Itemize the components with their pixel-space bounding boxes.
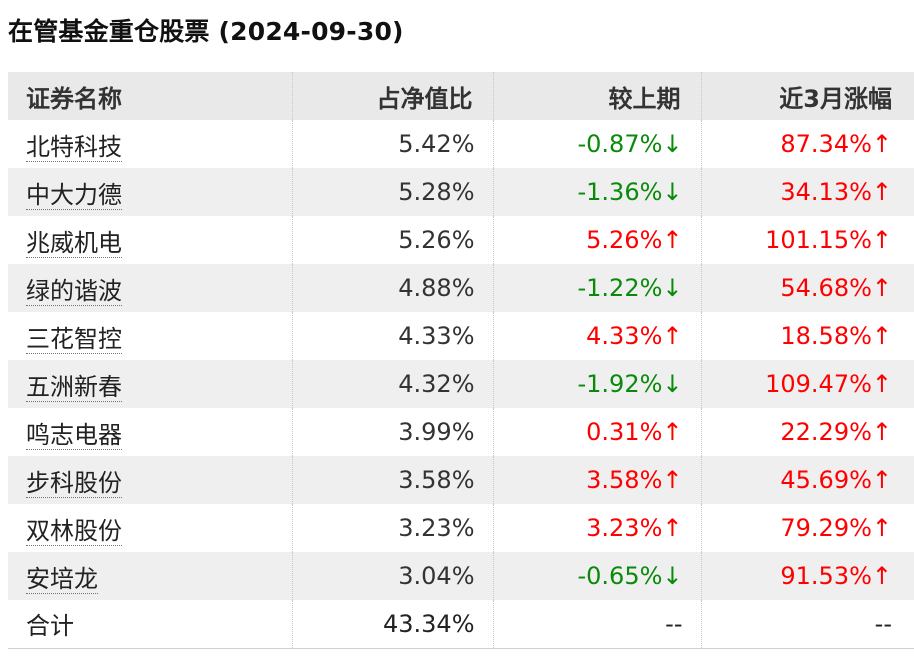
three-month-gain-cell: 101.15%↑ [765,226,892,254]
three-month-gain-cell: 18.58%↑ [780,322,892,350]
change-vs-previous-cell: 3.23%↑ [493,504,702,552]
change-vs-previous-cell: 3.58%↑ [493,456,702,504]
security-name-cell: 三花智控 [8,312,293,360]
header-row: 证券名称 占净值比 较上期 近3月涨幅 [8,72,914,120]
security-name-link[interactable]: 鸣志电器 [26,420,122,450]
col-header-net-value-ratio: 占净值比 [292,72,494,120]
table-row: 中大力德 5.28% -1.36%↓ 34.13%↑ [8,168,914,216]
security-name-cell: 安培龙 [8,552,293,600]
table-row: 北特科技 5.42% -0.87%↓ 87.34%↑ [8,120,914,168]
three-month-gain-cell: 54.68%↑ [780,274,892,302]
security-name-link[interactable]: 双林股份 [26,516,122,546]
table-row: 双林股份 3.23% 3.23%↑ 79.29%↑ [8,504,914,552]
total-label: 合计 [8,600,293,648]
security-name-cell: 双林股份 [8,504,293,552]
three-month-gain-cell: 45.69%↑ [780,466,892,494]
security-name-cell: 步科股份 [8,456,293,504]
change-vs-previous-cell: 0.31%↑ [493,408,702,456]
table-row: 兆威机电 5.26% 5.26%↑ 101.15%↑ [8,216,914,264]
net-value-ratio-cell: 3.99% [292,408,494,456]
security-name-cell: 北特科技 [8,120,293,168]
security-name-cell: 中大力德 [8,168,293,216]
table-row: 绿的谐波 4.88% -1.22%↓ 54.68%↑ [8,264,914,312]
net-value-ratio-cell: 4.33% [292,312,494,360]
table-row: 安培龙 3.04% -0.65%↓ 91.53%↑ [8,552,914,600]
security-name-link[interactable]: 安培龙 [26,564,98,594]
total-row: 合计 43.34% -- -- [8,600,914,648]
net-value-ratio-cell: 3.58% [292,456,494,504]
security-name-cell: 绿的谐波 [8,264,293,312]
change-vs-previous-cell: -1.36%↓ [493,168,702,216]
change-vs-previous-cell: -1.92%↓ [493,360,702,408]
net-value-ratio-cell: 4.88% [292,264,494,312]
three-month-gain-cell: 22.29%↑ [780,418,892,446]
holdings-table: 证券名称 占净值比 较上期 近3月涨幅 北特科技 5.42% -0.87%↓ 87.3… [8,72,914,649]
col-header-security-name: 证券名称 [8,72,293,120]
net-value-ratio-cell: 3.23% [292,504,494,552]
net-value-ratio-cell: 5.42% [292,120,494,168]
page-title: 在管基金重仓股票 (2024-09-30) [8,17,404,46]
total-ratio: 43.34% [292,600,494,648]
three-month-gain-cell: 109.47%↑ [765,370,892,398]
net-value-ratio-cell: 5.26% [292,216,494,264]
change-vs-previous-cell: -0.87%↓ [493,120,702,168]
change-vs-previous-cell: -1.22%↓ [493,264,702,312]
security-name-link[interactable]: 北特科技 [26,132,122,162]
change-vs-previous-cell: -0.65%↓ [493,552,702,600]
table-body: 北特科技 5.42% -0.87%↓ 87.34%↑ 中大力德 5.28% -1.36%↓ 3… [8,120,914,648]
three-month-gain-cell: 79.29%↑ [780,514,892,542]
security-name-link[interactable]: 三花智控 [26,324,122,354]
three-month-gain-cell: 87.34%↑ [780,130,892,158]
three-month-gain-cell: 91.53%↑ [780,562,892,590]
three-month-gain-cell: 34.13%↑ [780,178,892,206]
security-name-link[interactable]: 绿的谐波 [26,276,122,306]
col-header-change-vs-previous: 较上期 [493,72,702,120]
table-row: 鸣志电器 3.99% 0.31%↑ 22.29%↑ [8,408,914,456]
table-header: 证券名称 占净值比 较上期 近3月涨幅 [8,72,914,120]
net-value-ratio-cell: 3.04% [292,552,494,600]
table-row: 三花智控 4.33% 4.33%↑ 18.58%↑ [8,312,914,360]
table-row: 步科股份 3.58% 3.58%↑ 45.69%↑ [8,456,914,504]
net-value-ratio-cell: 5.28% [292,168,494,216]
security-name-cell: 兆威机电 [8,216,293,264]
total-gain: -- [874,609,892,638]
net-value-ratio-cell: 4.32% [292,360,494,408]
security-name-cell: 五洲新春 [8,360,293,408]
security-name-link[interactable]: 中大力德 [26,180,122,210]
security-name-link[interactable]: 兆威机电 [26,228,122,258]
change-vs-previous-cell: 4.33%↑ [493,312,702,360]
security-name-cell: 鸣志电器 [8,408,293,456]
col-header-3-month-gain: 近3月涨幅 [779,84,892,113]
change-vs-previous-cell: 5.26%↑ [493,216,702,264]
table-row: 五洲新春 4.32% -1.92%↓ 109.47%↑ [8,360,914,408]
security-name-link[interactable]: 五洲新春 [26,372,122,402]
total-change: -- [493,600,702,648]
security-name-link[interactable]: 步科股份 [26,468,122,498]
